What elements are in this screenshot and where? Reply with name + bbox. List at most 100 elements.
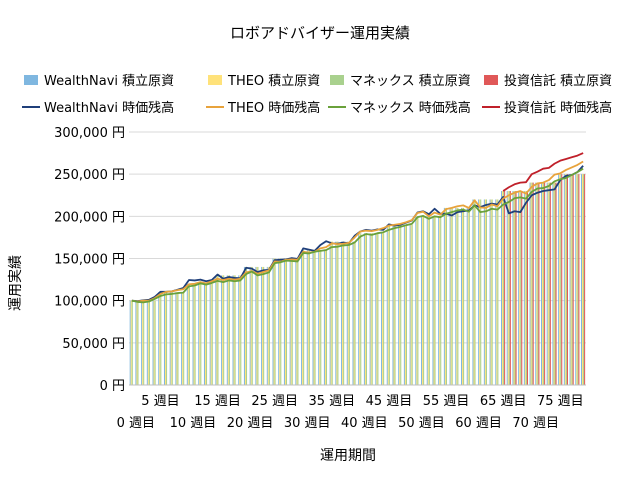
bar bbox=[566, 174, 568, 385]
bar bbox=[263, 266, 265, 385]
bar bbox=[559, 174, 561, 385]
bar bbox=[554, 182, 556, 385]
bar bbox=[398, 224, 400, 385]
bar bbox=[192, 283, 194, 385]
bar bbox=[512, 191, 514, 385]
bar bbox=[456, 207, 458, 385]
bar bbox=[243, 266, 245, 385]
bar bbox=[547, 182, 549, 385]
bar bbox=[500, 191, 503, 385]
bar bbox=[472, 199, 474, 385]
axes: 0 円 50,000 円 100,000 円 150,000 円 200,000 円 25… bbox=[54, 126, 586, 431]
bar bbox=[171, 292, 173, 385]
bar bbox=[233, 275, 235, 385]
bar bbox=[238, 275, 240, 385]
bar bbox=[582, 174, 584, 385]
bar bbox=[320, 250, 322, 385]
bar bbox=[148, 300, 150, 385]
bar bbox=[571, 174, 573, 385]
bar bbox=[353, 241, 355, 385]
bar bbox=[280, 258, 282, 385]
bar bbox=[200, 283, 202, 385]
y-tick-label: 250,000 円 bbox=[54, 168, 125, 183]
bar bbox=[348, 241, 350, 385]
bar bbox=[421, 216, 423, 385]
bar bbox=[291, 258, 293, 385]
bar bbox=[394, 224, 396, 385]
bar bbox=[523, 191, 525, 385]
bar bbox=[278, 258, 280, 385]
bar bbox=[194, 283, 196, 385]
bar bbox=[461, 207, 463, 385]
legend-label: THEO 時価残高 bbox=[227, 100, 320, 116]
bar bbox=[129, 300, 131, 385]
bar bbox=[370, 233, 372, 385]
x-tick-label: 25 週目 bbox=[251, 394, 298, 409]
bar bbox=[549, 182, 551, 385]
bar bbox=[457, 207, 459, 385]
x-tick-label: 65 週目 bbox=[480, 394, 527, 409]
bar bbox=[232, 275, 234, 385]
bar bbox=[216, 275, 218, 385]
bar bbox=[428, 216, 430, 385]
bar-series bbox=[504, 174, 586, 385]
bar bbox=[169, 292, 171, 385]
bar bbox=[261, 266, 263, 385]
bar bbox=[449, 207, 451, 385]
bar bbox=[524, 191, 526, 385]
bar bbox=[226, 275, 228, 385]
bar bbox=[466, 207, 468, 385]
bar bbox=[223, 275, 225, 385]
bar bbox=[143, 300, 145, 385]
bar bbox=[580, 174, 583, 385]
bar bbox=[227, 275, 229, 385]
bar bbox=[256, 266, 258, 385]
legend-item: 投資信託 積立原資 bbox=[484, 73, 612, 89]
bar bbox=[319, 250, 321, 385]
bar bbox=[250, 266, 252, 385]
bar bbox=[383, 233, 385, 385]
bar bbox=[198, 283, 200, 385]
legend: WealthNavi 積立原資 THEO 積立原資 マネックス 積立原資 投資信託 積… bbox=[22, 73, 612, 116]
bar bbox=[544, 182, 546, 385]
bar bbox=[166, 292, 168, 385]
bar bbox=[375, 233, 377, 385]
bar bbox=[199, 283, 201, 385]
bar bbox=[187, 283, 189, 385]
bar bbox=[181, 292, 183, 385]
lines-layer bbox=[131, 152, 584, 304]
bar bbox=[434, 216, 436, 385]
bar bbox=[451, 207, 453, 385]
bar bbox=[307, 250, 309, 385]
bar bbox=[131, 300, 133, 385]
bar bbox=[130, 300, 132, 385]
y-tick-label: 50,000 円 bbox=[62, 337, 125, 352]
bar bbox=[371, 233, 373, 385]
bar bbox=[543, 182, 545, 385]
bar bbox=[404, 224, 406, 385]
bar bbox=[416, 216, 418, 385]
bar bbox=[417, 216, 419, 385]
bar bbox=[262, 266, 264, 385]
bar bbox=[382, 233, 384, 385]
bar bbox=[503, 191, 505, 385]
x-tick-label: 30 週目 bbox=[284, 416, 331, 431]
bar-series bbox=[129, 174, 583, 385]
bar bbox=[411, 224, 413, 385]
legend-item: WealthNavi 時価残高 bbox=[22, 100, 174, 116]
bar bbox=[182, 292, 184, 385]
bar bbox=[410, 224, 412, 385]
bar bbox=[478, 199, 480, 385]
bar bbox=[393, 224, 395, 385]
bar bbox=[177, 292, 179, 385]
bar bbox=[136, 300, 138, 385]
bar bbox=[409, 224, 411, 385]
bar bbox=[257, 266, 259, 385]
x-tick-label: 10 週目 bbox=[170, 416, 217, 431]
bar bbox=[188, 283, 190, 385]
bar bbox=[163, 292, 165, 385]
x-tick-label: 5 週目 bbox=[141, 394, 179, 409]
bar bbox=[234, 275, 236, 385]
bar bbox=[575, 174, 577, 385]
legend-item: 投資信託 時価残高 bbox=[482, 100, 612, 116]
